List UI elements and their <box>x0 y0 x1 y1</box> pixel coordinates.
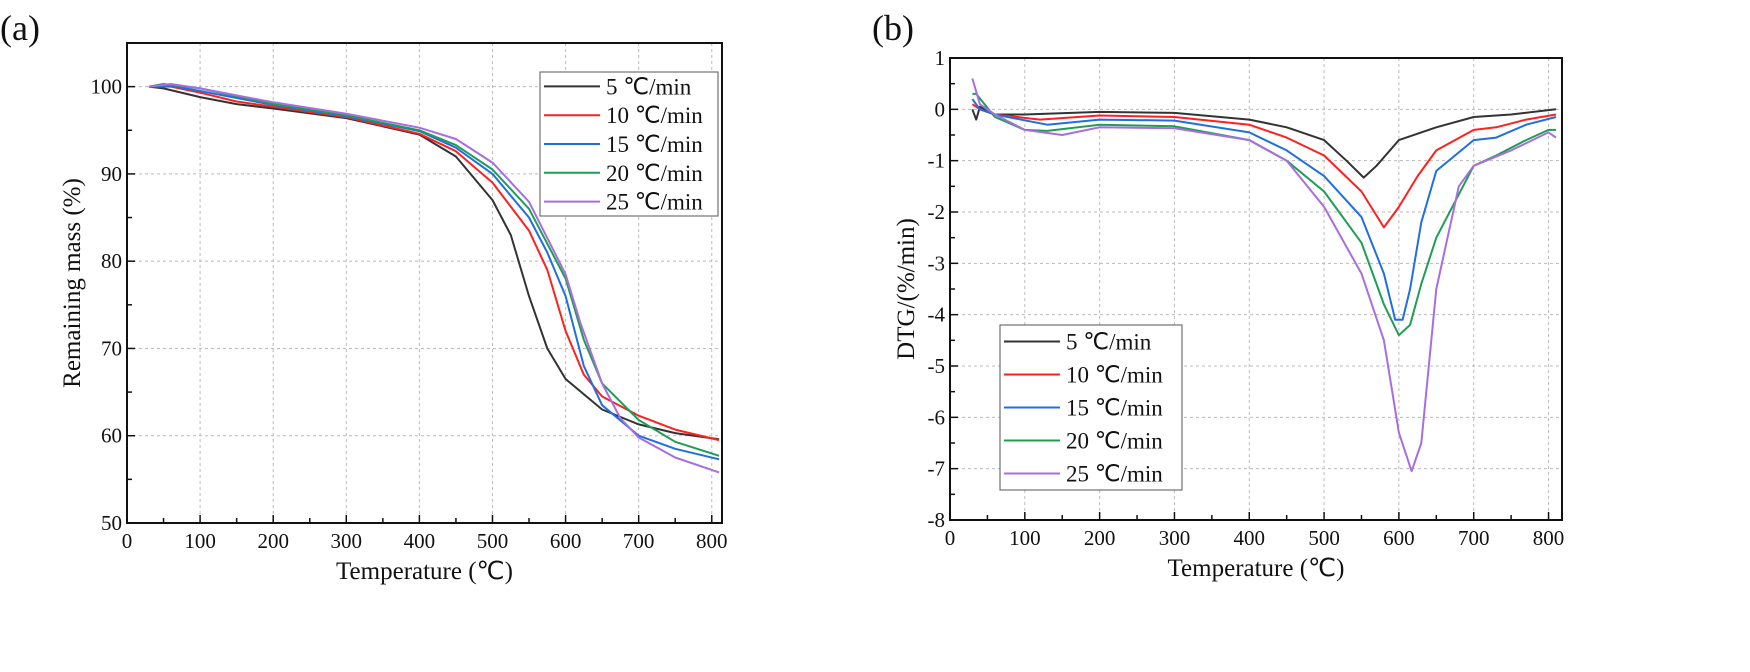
x-tick-label: 0 <box>945 526 956 550</box>
plot-frame <box>126 42 723 524</box>
y-axis-label: DTG/(%/min) <box>893 218 920 360</box>
legend-label-0: 5 ℃/min <box>1066 330 1152 355</box>
x-tick-label: 100 <box>184 529 216 553</box>
y-tick-label: 70 <box>101 336 122 360</box>
x-tick-label: 400 <box>404 529 436 553</box>
series-line-2 <box>971 98 1557 321</box>
legend-label-2: 15 ℃/min <box>606 132 703 157</box>
panel-a: (a) 0 100 200 300 400 500 600 700 800 50 60 70 80 90 10… <box>0 8 728 585</box>
x-tick-label: 500 <box>477 529 509 553</box>
x-tick-label: 600 <box>550 529 582 553</box>
y-axis-label: Remaining mass (%) <box>59 178 86 388</box>
x-tick-label: 200 <box>257 529 289 553</box>
x-tick-label: 800 <box>696 529 728 553</box>
x-tick-label: 300 <box>331 529 363 553</box>
y-tick-label: 50 <box>101 511 122 535</box>
x-axis-label: Temperature (℃) <box>1168 555 1345 582</box>
legend-label-2: 15 ℃/min <box>1066 396 1163 421</box>
x-tick-label: 300 <box>1159 526 1191 550</box>
x-tick-label: 600 <box>1383 526 1415 550</box>
series-line-4 <box>148 83 720 474</box>
y-tick-label: 90 <box>101 162 122 186</box>
legend: 5 ℃/min 10 ℃/min 15 ℃/min 20 ℃/min 25 ℃/min <box>539 71 719 217</box>
series-line-2 <box>148 84 720 461</box>
x-tick-label: 700 <box>623 529 655 553</box>
x-tick-label: 500 <box>1308 526 1340 550</box>
legend-label-1: 10 ℃/min <box>606 103 703 128</box>
y-tick-label: -6 <box>928 405 946 429</box>
y-tick-label: -1 <box>928 149 946 173</box>
legend-label-4: 25 ℃/min <box>1066 462 1163 487</box>
y-tick-label: -4 <box>928 303 946 327</box>
legend-label-3: 20 ℃/min <box>1066 429 1163 454</box>
y-tick-label: -5 <box>928 354 946 378</box>
y-tick-label: 60 <box>101 424 122 448</box>
series-line-1 <box>148 85 720 442</box>
y-tick-label: 0 <box>935 97 946 121</box>
legend-label-3: 20 ℃/min <box>606 161 703 186</box>
x-tick-label: 200 <box>1084 526 1116 550</box>
y-tick-label: -7 <box>928 457 946 481</box>
panel-label: (a) <box>0 8 40 48</box>
series-line-1 <box>971 103 1557 229</box>
x-tick-label: 800 <box>1533 526 1565 550</box>
y-tick-label: 1 <box>935 46 946 70</box>
y-tick-label: 100 <box>91 75 123 99</box>
legend: 5 ℃/min 10 ℃/min 15 ℃/min 20 ℃/min 25 ℃/min <box>999 324 1183 491</box>
legend-label-1: 10 ℃/min <box>1066 363 1163 388</box>
series-line-4 <box>971 78 1557 473</box>
y-tick-label: -8 <box>928 508 946 532</box>
panel-b: (b) 0 100 200 300 400 500 600 700 800 -8 -7 -6 -5 -4 -3… <box>872 8 1564 582</box>
y-tick-label: 80 <box>101 249 122 273</box>
x-tick-label: 100 <box>1009 526 1041 550</box>
x-axis-label: Temperature (℃) <box>336 558 513 585</box>
legend-label-0: 5 ℃/min <box>606 74 692 99</box>
x-tick-label: 400 <box>1234 526 1266 550</box>
y-tick-label: -3 <box>928 251 946 275</box>
panel-label: (b) <box>872 8 914 48</box>
legend-label-4: 25 ℃/min <box>606 190 703 215</box>
y-tick-label: -2 <box>928 200 946 224</box>
x-tick-label: 700 <box>1458 526 1490 550</box>
x-tick-label: 0 <box>122 529 133 553</box>
